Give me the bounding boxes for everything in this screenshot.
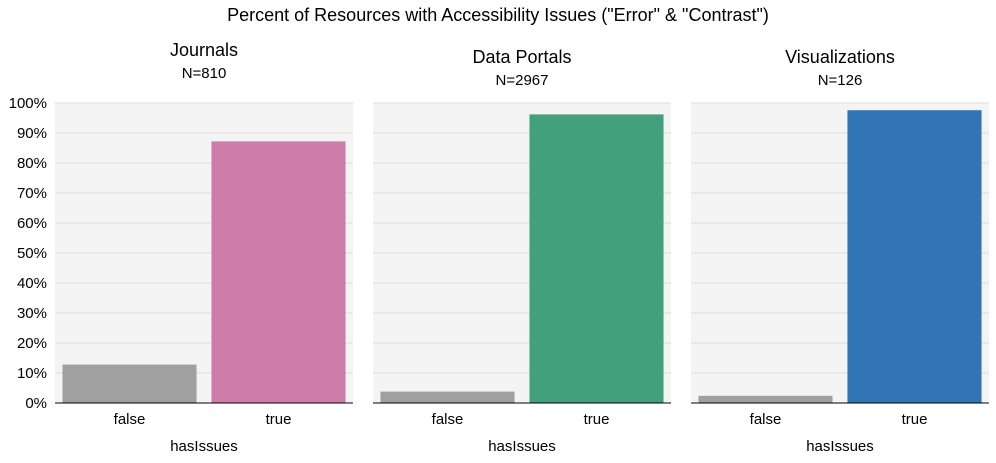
y-tick-label: 0% <box>25 395 47 412</box>
bar-true <box>847 110 982 403</box>
panel-title: Journals <box>170 40 238 60</box>
bar-false <box>380 391 515 403</box>
x-axis-label: hasIssues <box>488 438 556 455</box>
panel-title: Visualizations <box>785 47 895 67</box>
y-tick-label: 20% <box>17 335 47 352</box>
y-tick-label: 30% <box>17 305 47 322</box>
y-tick-label: 80% <box>17 155 47 172</box>
figure-title: Percent of Resources with Accessibility … <box>227 5 769 25</box>
y-tick-label: 100% <box>9 95 47 112</box>
x-tick-label: true <box>584 411 610 428</box>
x-tick-label: true <box>266 411 292 428</box>
x-tick-label: true <box>902 411 928 428</box>
x-tick-label: false <box>750 411 782 428</box>
panel-subtitle: N=2967 <box>496 72 549 89</box>
bar-true <box>529 114 664 404</box>
bar-false <box>62 364 197 403</box>
x-tick-label: false <box>114 411 146 428</box>
x-tick-label: false <box>432 411 464 428</box>
y-tick-label: 10% <box>17 365 47 382</box>
bar-true <box>211 141 346 403</box>
y-tick-label: 90% <box>17 125 47 142</box>
y-tick-label: 70% <box>17 185 47 202</box>
panel-title: Data Portals <box>472 47 571 67</box>
y-tick-label: 60% <box>17 215 47 232</box>
panel-subtitle: N=126 <box>818 72 863 89</box>
panel-subtitle: N=810 <box>182 65 227 82</box>
x-axis-label: hasIssues <box>170 438 238 455</box>
bar-false <box>698 395 833 403</box>
y-tick-label: 50% <box>17 245 47 262</box>
y-tick-label: 40% <box>17 275 47 292</box>
x-axis-label: hasIssues <box>806 438 874 455</box>
